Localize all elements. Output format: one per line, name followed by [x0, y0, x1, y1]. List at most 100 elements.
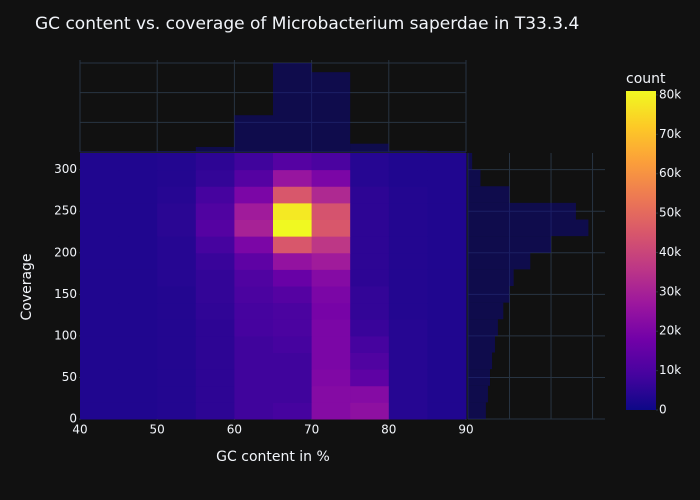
- marginal-y-bar: [468, 236, 552, 253]
- heatmap-cell: [427, 402, 467, 420]
- heatmap-cell: [195, 252, 235, 270]
- heatmap-cell: [350, 402, 390, 420]
- marginal-x-bar: [388, 150, 428, 152]
- heatmap-cell: [427, 153, 467, 171]
- heatmap-cell: [234, 202, 274, 220]
- y-tick-label: 150: [54, 287, 77, 301]
- heatmap-cell: [311, 153, 351, 171]
- heatmap-cell: [311, 286, 351, 304]
- marginal-y-bar: [468, 352, 493, 370]
- heatmap-cell: [118, 269, 158, 287]
- heatmap-cell: [157, 252, 197, 270]
- heatmap-cell: [427, 302, 467, 320]
- y-tick-label: 0: [69, 412, 77, 426]
- marginal-x-bar: [427, 151, 466, 152]
- heatmap-cell: [195, 385, 235, 403]
- colorbar-tick-label: 70k: [659, 127, 681, 141]
- heatmap-cell: [273, 319, 313, 337]
- heatmap-cell: [350, 202, 390, 220]
- marginal-x-bar: [80, 151, 119, 152]
- heatmap-cell: [195, 153, 235, 171]
- heatmap-cell: [157, 352, 197, 370]
- heatmap-cell: [80, 236, 120, 254]
- colorbar-tick-label: 60k: [659, 166, 681, 180]
- heatmap-cell: [157, 202, 197, 220]
- colorbar-tick-label: 30k: [659, 284, 681, 298]
- heatmap-cell: [350, 385, 390, 403]
- marginal-y-bar: [468, 252, 531, 270]
- heatmap-cell: [234, 269, 274, 287]
- heatmap-cell: [273, 369, 313, 387]
- heatmap-cell: [273, 302, 313, 320]
- heatmap-cell: [118, 402, 158, 420]
- y-axis-title: Coverage: [19, 253, 35, 320]
- heatmap-cell: [388, 153, 428, 171]
- heatmap-cell: [118, 219, 158, 237]
- heatmap-cell: [273, 335, 313, 353]
- heatmap-cell: [427, 169, 467, 187]
- heatmap-cell: [234, 236, 274, 254]
- heatmap-cell: [195, 402, 235, 420]
- heatmap-cell: [118, 352, 158, 370]
- heatmap-cell: [427, 319, 467, 337]
- heatmap-cell: [311, 236, 351, 254]
- heatmap-cell: [350, 252, 390, 270]
- heatmap-cell: [157, 219, 197, 237]
- heatmap-cell: [427, 236, 467, 254]
- heatmap-cell: [80, 402, 120, 420]
- x-tick-label: 80: [381, 423, 396, 437]
- heatmap-cell: [388, 385, 428, 403]
- marginal-y-bar: [468, 319, 498, 336]
- heatmap-cell: [350, 286, 390, 304]
- heatmap-cell: [234, 186, 274, 204]
- y-tick-label: 50: [62, 370, 77, 384]
- y-tick-label: 200: [54, 245, 77, 259]
- heatmap-cell: [273, 169, 313, 187]
- heatmap-cell: [195, 269, 235, 287]
- heatmap-cell: [118, 186, 158, 204]
- heatmap-cell: [350, 335, 390, 353]
- heatmap-cell: [195, 369, 235, 387]
- heatmap-cell: [427, 186, 467, 204]
- heatmap-cell: [350, 169, 390, 187]
- marginal-x-bar: [157, 151, 196, 152]
- heatmap-cell: [388, 335, 428, 353]
- heatmap-cell: [350, 236, 390, 254]
- heatmap-cell: [273, 352, 313, 370]
- heatmap-cell: [157, 153, 197, 171]
- y-tick-label: 100: [54, 328, 77, 342]
- heatmap-cell: [311, 219, 351, 237]
- heatmap-cell: [195, 286, 235, 304]
- heatmap-cell: [195, 202, 235, 220]
- x-tick-label: 90: [458, 423, 473, 437]
- colorbar-title: count: [626, 71, 666, 87]
- heatmap-cell: [234, 169, 274, 187]
- marginal-y-bar: [468, 269, 514, 286]
- marginal-x-bar: [311, 72, 351, 152]
- heatmap-cell: [273, 153, 313, 171]
- heatmap-cell: [157, 269, 197, 287]
- heatmap-cell: [350, 219, 390, 237]
- heatmap-cell: [195, 169, 235, 187]
- heatmap-cell: [388, 269, 428, 287]
- marginal-y-bar: [468, 202, 576, 220]
- marginal-x-bar: [350, 143, 389, 152]
- heatmap-cell: [157, 169, 197, 187]
- marginal-y-bar: [468, 169, 481, 187]
- heatmap-cell: [195, 186, 235, 204]
- heatmap-cell: [80, 286, 120, 304]
- heatmap-cell: [234, 302, 274, 320]
- heatmap-cell: [427, 385, 467, 403]
- heatmap-cell: [118, 236, 158, 254]
- heatmap-cell: [118, 369, 158, 387]
- heatmap-cell: [388, 286, 428, 304]
- heatmap-cell: [388, 236, 428, 254]
- heatmap-cell: [157, 335, 197, 353]
- colorbar-tick-label: 80k: [659, 87, 681, 101]
- heatmap-cell: [234, 252, 274, 270]
- heatmap-cell: [273, 202, 313, 220]
- colorbar-tick-label: 50k: [659, 206, 681, 220]
- heatmap-cell: [273, 219, 313, 237]
- y-tick-label: 300: [54, 162, 77, 176]
